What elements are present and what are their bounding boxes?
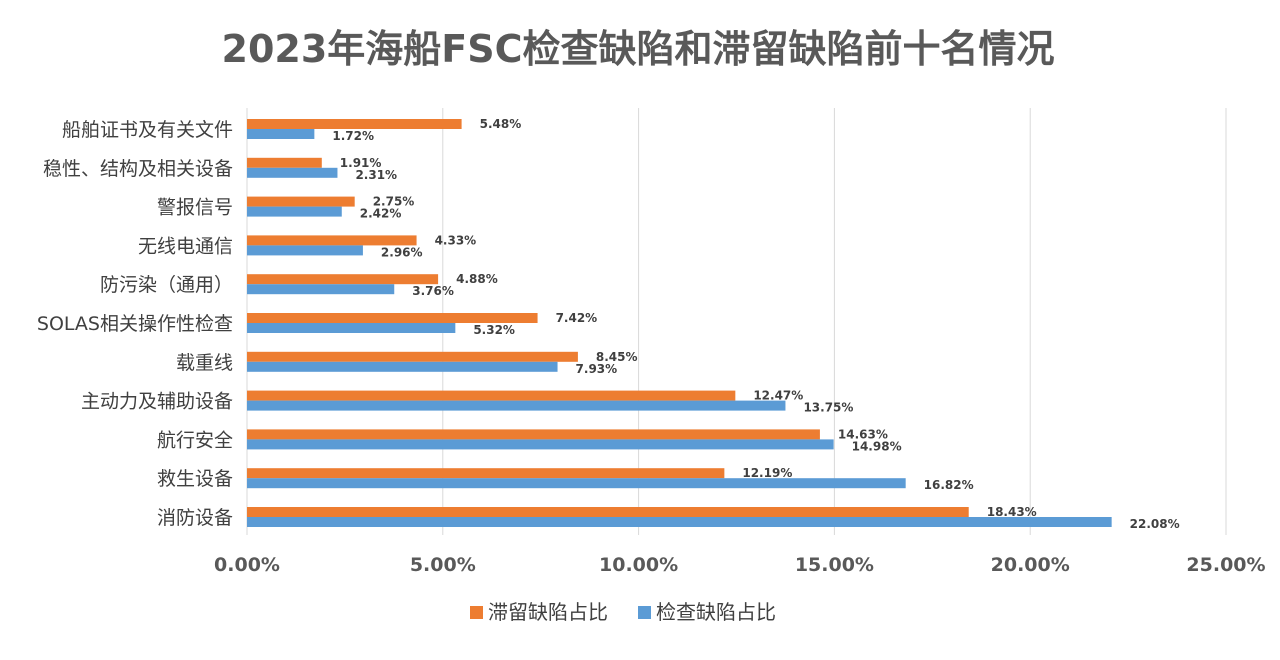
gridlines [246,108,1227,535]
bar-detention [247,313,538,323]
category-label: SOLAS相关操作性检查 [37,313,233,335]
x-tick-label: 0.00% [214,554,280,576]
legend-swatch-inspection [638,606,651,619]
bar-inspection [247,400,786,411]
data-label-detention: 8.45% [596,350,638,364]
bar-inspection [247,129,315,139]
data-label-inspection: 5.32% [473,323,515,337]
category-label: 消防设备 [157,507,233,529]
category-label: 救生设备 [157,468,233,490]
category-label: 无线电通信 [138,235,233,257]
bar-detention [247,119,462,129]
data-label-inspection: 22.08% [1130,517,1180,531]
data-label-inspection: 14.98% [852,439,902,453]
bar-inspection [247,361,558,372]
data-label-detention: 4.33% [435,233,477,247]
data-label-inspection: 2.42% [360,207,402,221]
x-tick-label: 25.00% [1186,554,1265,576]
bar-inspection [247,284,395,295]
x-tick-label: 20.00% [991,554,1070,576]
bar-detention [247,274,439,285]
data-label-inspection: 1.72% [332,129,374,143]
category-label: 航行安全 [157,429,233,451]
bar-detention [247,235,417,246]
x-tick-label: 15.00% [795,554,874,576]
category-label: 船舶证书及有关文件 [62,119,233,141]
legend-swatch-detention [470,606,483,619]
data-label-detention: 2.75% [373,195,415,209]
x-tick-label: 5.00% [410,554,476,576]
data-label-detention: 18.43% [987,505,1037,519]
data-label-detention: 5.48% [480,117,522,131]
data-label-inspection: 7.93% [576,362,618,376]
bar-inspection [247,206,342,217]
bar-detention [247,468,725,479]
bars [247,119,1112,527]
bar-inspection [247,517,1112,527]
legend-label-inspection: 检查缺陷占比 [656,600,776,624]
bar-detention [247,157,322,168]
x-tick-label: 10.00% [599,554,678,576]
category-label: 警报信号 [157,197,233,219]
category-label: 主动力及辅助设备 [81,391,233,413]
data-label-detention: 1.91% [340,156,382,170]
data-label-inspection: 2.96% [381,245,423,259]
category-label: 稳性、结构及相关设备 [43,158,233,180]
data-label-detention: 12.19% [742,466,792,480]
bar-detention [247,196,355,207]
category-label: 载重线 [176,352,233,374]
value-axis: 0.00% 5.00% 10.00% 15.00% 20.00% 25.00% [214,554,1266,576]
chart-title: 2023年海船FSC检查缺陷和滞留缺陷前十名情况 [222,27,1055,71]
data-labels: 5.48% 1.72% 1.91%2.31% 2.75%2.42% 4.33% 2.96%… [332,117,1179,531]
bar-inspection [247,245,363,256]
category-label: 防污染（通用） [100,274,233,296]
data-label-detention: 4.88% [456,272,498,286]
data-label-inspection: 13.75% [803,401,853,415]
data-label-detention: 14.63% [838,427,888,441]
data-label-inspection: 16.82% [924,478,974,492]
bar-detention [247,351,578,362]
data-label-inspection: 3.76% [412,284,454,298]
bar-detention [247,507,969,517]
data-label-detention: 12.47% [753,389,803,403]
bar-inspection [247,167,338,178]
data-label-detention: 7.42% [556,311,598,325]
bar-inspection [247,323,456,333]
bar-detention [247,390,736,401]
bar-detention [247,429,820,440]
bar-inspection [247,439,834,450]
data-label-inspection: 2.31% [355,168,397,182]
bar-inspection [247,478,906,489]
legend: 滞留缺陷占比 检查缺陷占比 [470,600,776,624]
legend-label-detention: 滞留缺陷占比 [488,600,608,624]
